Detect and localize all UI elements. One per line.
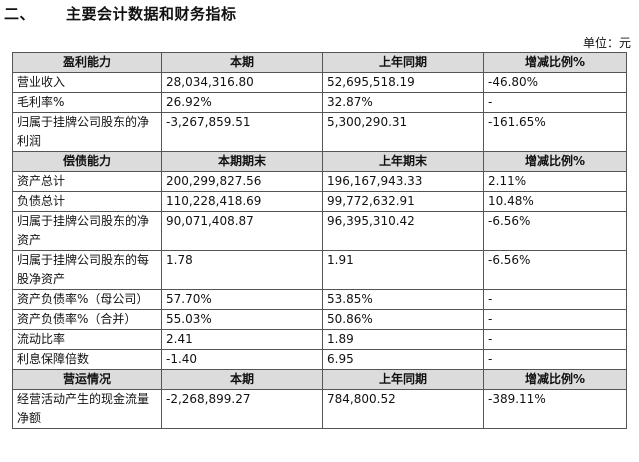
group-header-solvency: 偿债能力 本期期末 上年期末 增减比例% (12, 151, 627, 172)
table-row: 资产负债率%（合并） 55.03% 50.86% - (12, 309, 627, 330)
table-cell: -2,268,899.27 (161, 389, 323, 429)
table-cell: 50.86% (322, 309, 484, 330)
table-row: 资产总计 200,299,827.56 196,167,943.33 2.11% (12, 171, 627, 192)
table-cell: 26.92% (161, 92, 323, 113)
table-cell: 32.87% (322, 92, 484, 113)
table-cell: 1.89 (322, 329, 484, 350)
table-cell: 90,071,408.87 (161, 211, 323, 251)
table-cell: - (483, 329, 627, 350)
table-cell: -161.65% (483, 112, 627, 152)
table-cell: 6.95 (322, 349, 484, 370)
table-cell: 5,300,290.31 (322, 112, 484, 152)
table-cell: 57.70% (161, 289, 323, 310)
table-row: 负债总计 110,228,418.69 99,772,632.91 10.48% (12, 191, 627, 212)
row-label: 资产负债率%（合并） (12, 309, 162, 330)
header-cell: 上年期末 (322, 151, 484, 172)
table-cell: -6.56% (483, 250, 627, 290)
table-cell: -6.56% (483, 211, 627, 251)
table-cell: 196,167,943.33 (322, 171, 484, 192)
group-header-operations: 营运情况 本期 上年同期 增减比例% (12, 369, 627, 390)
table-cell: -3,267,859.51 (161, 112, 323, 152)
row-label: 毛利率% (12, 92, 162, 113)
row-label: 资产总计 (12, 171, 162, 192)
table-cell: 2.11% (483, 171, 627, 192)
table-row: 资产负债率%（母公司） 57.70% 53.85% - (12, 289, 627, 310)
table-cell: 110,228,418.69 (161, 191, 323, 212)
table-cell: 96,395,310.42 (322, 211, 484, 251)
header-cell: 营运情况 (12, 369, 162, 390)
table-cell: 200,299,827.56 (161, 171, 323, 192)
header-cell: 上年同期 (322, 369, 484, 390)
header-cell: 偿债能力 (12, 151, 162, 172)
header-cell: 本期期末 (161, 151, 323, 172)
row-label: 流动比率 (12, 329, 162, 350)
table-cell: 784,800.52 (322, 389, 484, 429)
row-label: 归属于挂牌公司股东的每股净资产 (12, 250, 162, 290)
table-cell: 1.78 (161, 250, 323, 290)
table-cell: 53.85% (322, 289, 484, 310)
header-cell: 上年同期 (322, 52, 484, 73)
table-cell: 99,772,632.91 (322, 191, 484, 212)
unit-label: 单位：元 (582, 36, 631, 50)
table-cell: -389.11% (483, 389, 627, 429)
table-row: 流动比率 2.41 1.89 - (12, 329, 627, 350)
header-cell: 增减比例% (483, 369, 627, 390)
table-cell: - (483, 309, 627, 330)
table-cell: - (483, 349, 627, 370)
header-cell: 本期 (161, 369, 323, 390)
financial-indicators-table: 盈利能力 本期 上年同期 增减比例% 营业收入 28,034,316.80 52… (12, 52, 627, 429)
table-cell: -46.80% (483, 72, 627, 93)
row-label: 经营活动产生的现金流量净额 (12, 389, 162, 429)
table-cell: - (483, 92, 627, 113)
row-label: 归属于挂牌公司股东的净利润 (12, 112, 162, 152)
table-cell: 28,034,316.80 (161, 72, 323, 93)
row-label: 负债总计 (12, 191, 162, 212)
header-cell: 本期 (161, 52, 323, 73)
section-heading: 二、 主要会计数据和财务指标 (4, 3, 237, 24)
table-cell: -1.40 (161, 349, 323, 370)
table-cell: - (483, 289, 627, 310)
table-cell: 1.91 (322, 250, 484, 290)
row-label: 营业收入 (12, 72, 162, 93)
table-row: 归属于挂牌公司股东的净资产 90,071,408.87 96,395,310.4… (12, 211, 627, 251)
row-label: 资产负债率%（母公司） (12, 289, 162, 310)
header-cell: 增减比例% (483, 52, 627, 73)
table-row: 利息保障倍数 -1.40 6.95 - (12, 349, 627, 370)
table-row: 经营活动产生的现金流量净额 -2,268,899.27 784,800.52 -… (12, 389, 627, 429)
table-row: 营业收入 28,034,316.80 52,695,518.19 -46.80% (12, 72, 627, 93)
header-cell: 增减比例% (483, 151, 627, 172)
table-cell: 10.48% (483, 191, 627, 212)
table-row: 归属于挂牌公司股东的净利润 -3,267,859.51 5,300,290.31… (12, 112, 627, 152)
header-cell: 盈利能力 (12, 52, 162, 73)
section-number: 二、 (4, 5, 36, 23)
table-cell: 2.41 (161, 329, 323, 350)
table-cell: 55.03% (161, 309, 323, 330)
table-cell: 52,695,518.19 (322, 72, 484, 93)
row-label: 利息保障倍数 (12, 349, 162, 370)
section-title: 主要会计数据和财务指标 (66, 5, 237, 23)
group-header-profitability: 盈利能力 本期 上年同期 增减比例% (12, 52, 627, 73)
table-row: 毛利率% 26.92% 32.87% - (12, 92, 627, 113)
row-label: 归属于挂牌公司股东的净资产 (12, 211, 162, 251)
table-row: 归属于挂牌公司股东的每股净资产 1.78 1.91 -6.56% (12, 250, 627, 290)
